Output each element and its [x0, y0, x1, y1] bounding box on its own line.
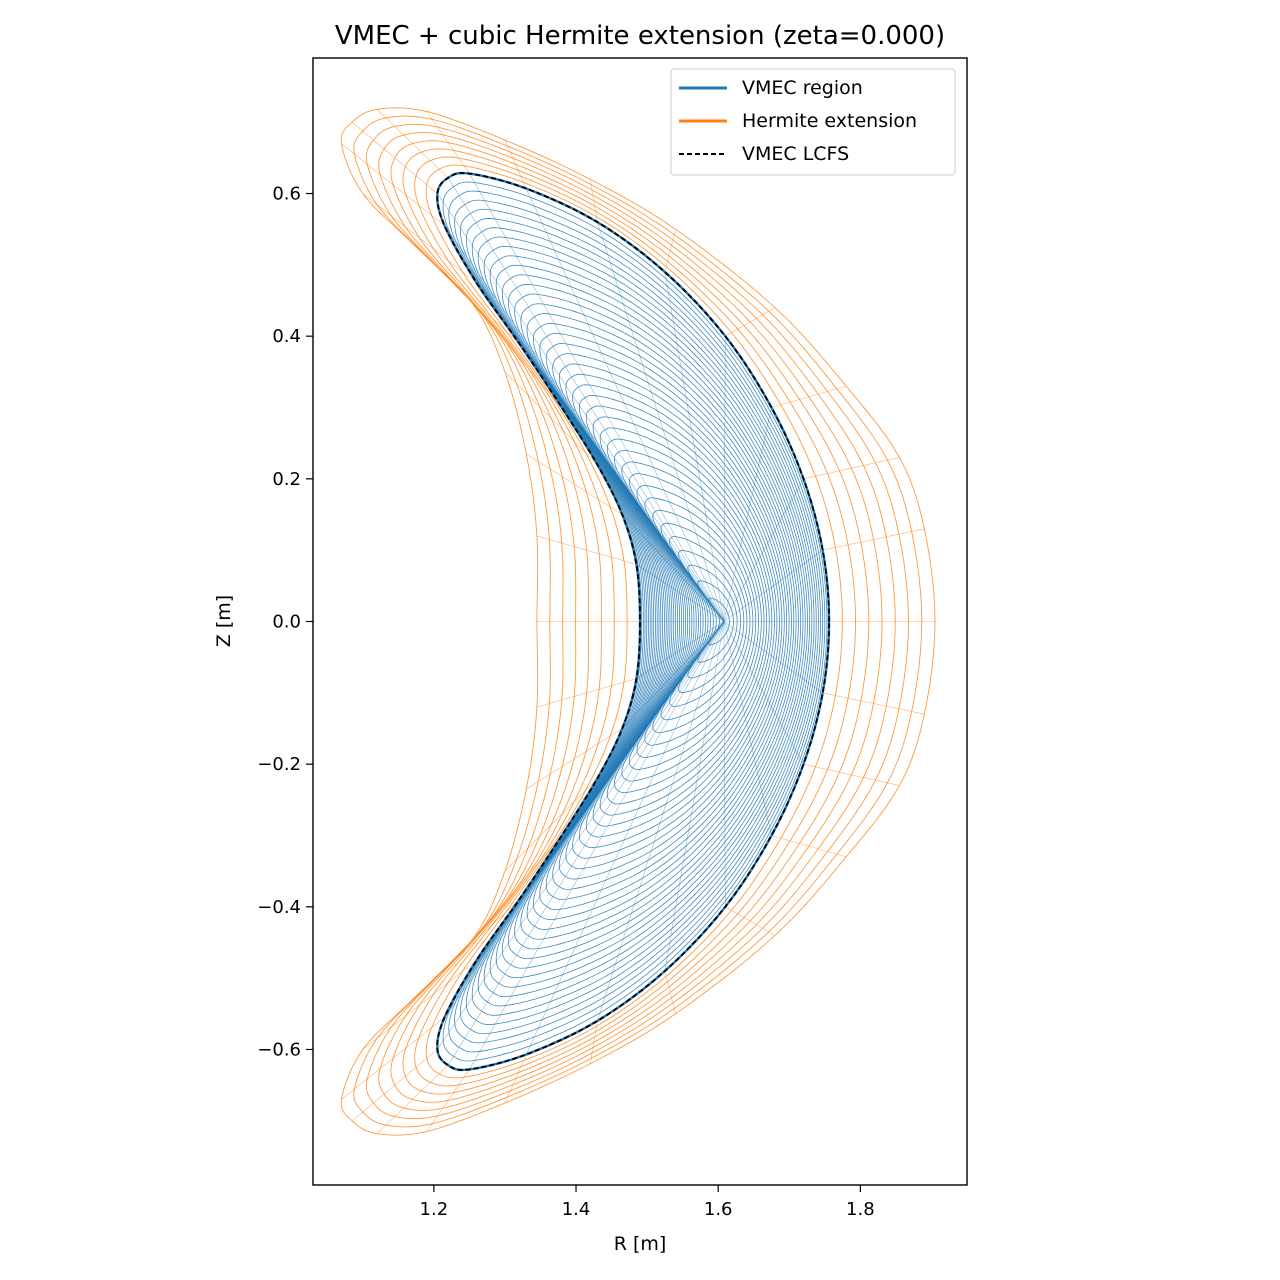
vmec-poloidal-line	[437, 193, 725, 622]
extension-radial-line	[589, 1020, 598, 1064]
extension-radial-line	[376, 1064, 449, 1134]
y-tick-label: −0.6	[257, 1039, 301, 1060]
plot-area	[340, 107, 936, 1136]
y-axis-label: Z [m]	[213, 595, 235, 647]
extension-radial-line	[504, 139, 527, 189]
y-tick-label: 0.0	[272, 612, 301, 633]
extension-radial-line	[341, 143, 445, 226]
vmec-poloidal-line	[525, 621, 725, 1055]
x-tick-label: 1.4	[562, 1199, 591, 1220]
extension-radial-line	[472, 303, 563, 408]
extension-radial-line	[526, 728, 623, 790]
vmec-poloidal-line	[597, 221, 725, 622]
extension-radial-line	[426, 111, 470, 174]
vmec-poloidal-line	[447, 621, 725, 1066]
vmec-poloidal-line	[476, 621, 725, 961]
x-tick-label: 1.2	[420, 1199, 449, 1220]
vmec-poloidal-line	[664, 621, 725, 972]
extension-radial-line	[822, 692, 925, 715]
vmec-poloidal-line	[723, 336, 726, 622]
vmec-poloidal-line	[437, 621, 725, 1050]
y-axis: −0.6 −0.4 −0.2 0.0 0.2 0.4 0.6	[257, 184, 313, 1060]
vmec-poloidal-line	[525, 188, 725, 622]
extension-radial-line	[536, 535, 637, 565]
extension-radial-line	[664, 970, 676, 1014]
vmec-poloidal-line	[447, 177, 725, 622]
extension-radial-line	[504, 1054, 527, 1104]
vmec-poloidal-line	[444, 621, 725, 1018]
legend-box	[670, 68, 956, 176]
extension-radial-line	[771, 835, 847, 858]
vmec-poloidal-line	[636, 621, 725, 679]
x-tick-label: 1.6	[704, 1199, 733, 1220]
extension-radial-line	[725, 307, 776, 337]
vmec-poloidal-line	[723, 549, 823, 622]
vmec-poloidal-line	[622, 514, 725, 622]
y-tick-label: 0.2	[272, 469, 301, 490]
extension-radial-line	[412, 243, 520, 344]
vmec-poloidal-line	[622, 621, 725, 729]
vmec-poloidal-line	[561, 407, 725, 622]
legend: VMEC region Hermite extension VMEC LCFS	[670, 68, 956, 176]
extension-radial-line	[341, 1017, 445, 1100]
extension-radial-line	[803, 763, 900, 786]
vmec-poloidal-line	[597, 621, 725, 779]
extension-radial-line	[664, 229, 676, 273]
vmec-poloidal-line	[723, 621, 804, 765]
legend-label-vmec-lcfs: VMEC LCFS	[742, 143, 849, 165]
extension-radial-line	[412, 899, 520, 1000]
vmec-poloidal-line	[723, 621, 823, 694]
extension-radial-line	[589, 179, 598, 223]
vmec-poloidal-line	[597, 621, 725, 1022]
y-tick-label: 0.4	[272, 326, 301, 347]
extension-radial-line	[536, 678, 637, 708]
vmec-poloidal-line	[518, 343, 725, 622]
extension-radial-line	[725, 906, 776, 936]
extension-radial-line	[504, 778, 598, 872]
extension-radial-line	[362, 193, 477, 283]
vmec-poloidal-line	[444, 225, 725, 622]
extension-radial-line	[504, 371, 598, 465]
y-tick-label: −0.4	[257, 897, 301, 918]
extension-radial-line	[472, 835, 563, 940]
vmec-poloidal-line	[723, 478, 804, 622]
vmec-poloidal-line	[597, 464, 725, 622]
extension-radial-line	[351, 121, 438, 194]
y-tick-label: 0.6	[272, 184, 301, 205]
vmec-poloidal-line	[561, 621, 725, 836]
vmec-poloidal-line	[664, 271, 725, 622]
extension-radial-line	[376, 109, 449, 179]
legend-label-vmec-region: VMEC region	[742, 77, 863, 99]
extension-radial-line	[362, 960, 477, 1050]
x-tick-label: 1.8	[846, 1199, 875, 1220]
extension-radial-line	[803, 457, 900, 480]
extension-radial-line	[526, 453, 623, 515]
chart-title: VMEC + cubic Hermite extension (zeta=0.0…	[335, 21, 945, 51]
extension-radial-line	[426, 1069, 470, 1132]
vmec-poloidal-line	[469, 621, 725, 1070]
legend-label-hermite-extension: Hermite extension	[742, 110, 917, 132]
x-axis: 1.2 1.4 1.6 1.8	[420, 1185, 875, 1220]
vmec-poloidal-line	[636, 564, 725, 622]
extension-radial-line	[771, 385, 847, 408]
x-axis-label: R [m]	[614, 1233, 667, 1255]
extension-radial-line	[822, 528, 925, 551]
vmec-poloidal-line	[723, 621, 726, 907]
vmec-poloidal-line	[469, 173, 725, 622]
y-tick-label: −0.2	[257, 754, 301, 775]
extension-radial-line	[351, 1049, 438, 1122]
vmec-poloidal-line	[723, 407, 772, 622]
vmec-poloidal-line	[723, 621, 772, 836]
vmec-lcfs-dashed	[436, 172, 830, 1071]
